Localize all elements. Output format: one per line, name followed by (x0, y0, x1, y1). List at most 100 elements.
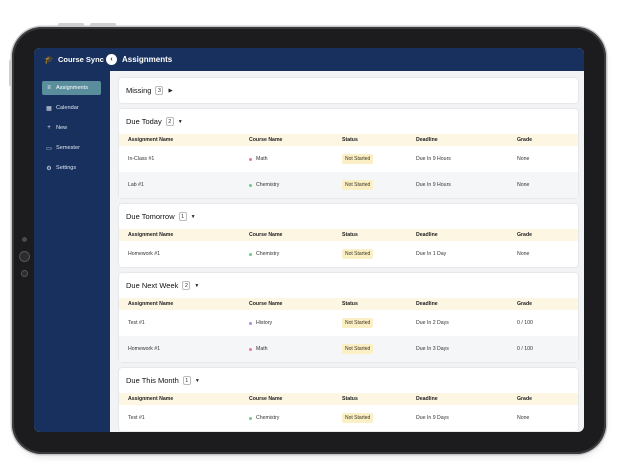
assignment-name[interactable]: Test #1 (128, 320, 145, 326)
caret-down-icon[interactable]: ▼ (190, 213, 196, 220)
status-badge[interactable]: Not Started (342, 249, 374, 259)
table-header: Assignment Name Course Name Status Deadline… (119, 298, 578, 310)
sidebar-item-semester[interactable]: ▭ Semester (42, 141, 101, 155)
sidebar-nav: ≡ Assignments ▦ Calendar + New ▭ Semester ⚙ Setti… (34, 71, 110, 175)
status-cell: Not Started (342, 154, 416, 164)
course-name: Chemistry (256, 251, 280, 257)
section-due-this-month: Due This Month 1 ▼ Assignment Name Course Na… (119, 368, 578, 431)
column-header-grade[interactable]: Grade (517, 301, 532, 307)
table-header: Assignment Name Course Name Status Deadline… (119, 134, 578, 146)
table-row[interactable]: Test #1 Chemistry Not Started Due In 9 Days… (119, 405, 578, 431)
deadline: Due In 3 Days (416, 346, 449, 352)
assignment-name[interactable]: Homework #1 (128, 251, 161, 257)
course-color-dot (249, 157, 252, 161)
status-badge[interactable]: Not Started (342, 154, 374, 164)
course-name: Math (256, 346, 268, 352)
count-badge: 1 (182, 376, 191, 385)
sidebar-item-label: Semester (56, 145, 80, 151)
assignment-name[interactable]: In-Class #1 (128, 156, 155, 162)
grade: None (517, 182, 530, 188)
section-title: Missing (126, 86, 152, 95)
column-header-status[interactable]: Status (342, 137, 358, 143)
assignment-name[interactable]: Homework #1 (128, 346, 161, 352)
calendar-icon: ▦ (46, 105, 52, 112)
section-title: Due Today (126, 117, 162, 126)
course-name: History (256, 320, 273, 326)
graduation-cap-icon: 🎓 (44, 55, 54, 64)
column-header-deadline[interactable]: Deadline (416, 232, 438, 238)
status-badge[interactable]: Not Started (342, 344, 374, 354)
table-row[interactable]: In-Class #1 Math Not Started Due In 9 Hours… (119, 146, 578, 172)
list-icon: ≡ (47, 85, 51, 91)
status-cell: Not Started (342, 180, 416, 190)
caret-right-icon[interactable]: ▶ (168, 87, 173, 94)
column-header-deadline[interactable]: Deadline (416, 137, 438, 143)
table-row[interactable]: Test #1 History Not Started Due In 2 Days 0 … (119, 310, 578, 336)
status-badge[interactable]: Not Started (342, 413, 374, 423)
chevron-left-icon[interactable]: ‹ (106, 54, 117, 65)
caret-down-icon[interactable]: ▼ (194, 377, 200, 384)
sections: Due Today 2 ▼ Assignment Name Course Name Sta… (119, 109, 578, 431)
section-header[interactable]: Due Tomorrow 1 ▼ (119, 204, 578, 229)
course-color-dot (249, 183, 252, 187)
column-header-status[interactable]: Status (342, 396, 358, 402)
course-cell: Chemistry (249, 415, 342, 421)
missing-header[interactable]: Missing 3 ▶ (119, 78, 578, 103)
caret-down-icon[interactable]: ▼ (194, 282, 200, 289)
caret-down-icon[interactable]: ▼ (177, 118, 183, 125)
sidebar-item-settings[interactable]: ⚙ Settings (42, 161, 101, 175)
column-header-course[interactable]: Course Name (249, 232, 283, 238)
sidebar-item-assignments[interactable]: ≡ Assignments (42, 81, 101, 95)
grade: None (517, 415, 530, 421)
column-header-status[interactable]: Status (342, 232, 358, 238)
assignment-name[interactable]: Lab #1 (128, 182, 144, 188)
deadline: Due In 9 Hours (416, 182, 451, 188)
course-cell: History (249, 320, 342, 326)
sidebar-item-new[interactable]: + New (42, 121, 101, 135)
column-header-course[interactable]: Course Name (249, 301, 283, 307)
course-name: Math (256, 156, 268, 162)
grade: None (517, 156, 530, 162)
status-badge[interactable]: Not Started (342, 318, 374, 328)
status-cell: Not Started (342, 318, 416, 328)
count-badge: 1 (178, 212, 187, 221)
column-header-grade[interactable]: Grade (517, 137, 532, 143)
course-color-dot (249, 347, 252, 351)
course-cell: Chemistry (249, 182, 342, 188)
assignment-name[interactable]: Test #1 (128, 415, 145, 421)
table-row[interactable]: Homework #1 Chemistry Not Started Due In 1 … (119, 241, 578, 267)
section-header[interactable]: Due Next Week 2 ▼ (119, 273, 578, 298)
column-header-deadline[interactable]: Deadline (416, 301, 438, 307)
column-header-name[interactable]: Assignment Name (128, 301, 174, 307)
course-cell: Chemistry (249, 251, 342, 257)
column-header-deadline[interactable]: Deadline (416, 396, 438, 402)
section-header[interactable]: Due This Month 1 ▼ (119, 368, 578, 393)
main-content: Missing 3 ▶ Due Today 2 ▼ Assignment Name Co… (110, 71, 584, 432)
table-row[interactable]: Homework #1 Math Not Started Due In 3 Days 0… (119, 336, 578, 362)
table-header: Assignment Name Course Name Status Deadline… (119, 229, 578, 241)
column-header-name[interactable]: Assignment Name (128, 137, 174, 143)
column-header-name[interactable]: Assignment Name (128, 396, 174, 402)
course-cell: Math (249, 156, 342, 162)
column-header-grade[interactable]: Grade (517, 232, 532, 238)
course-color-dot (249, 416, 252, 420)
sidebar: ≡ Assignments ▦ Calendar + New ▭ Semester ⚙ Setti… (34, 71, 110, 432)
column-header-grade[interactable]: Grade (517, 396, 532, 402)
camera-icon (22, 237, 27, 242)
deadline: Due In 1 Day (416, 251, 447, 257)
column-header-course[interactable]: Course Name (249, 137, 283, 143)
course-cell: Math (249, 346, 342, 352)
deadline: Due In 9 Days (416, 415, 449, 421)
course-color-dot (249, 321, 252, 325)
section-header[interactable]: Due Today 2 ▼ (119, 109, 578, 134)
sidebar-item-calendar[interactable]: ▦ Calendar (42, 101, 101, 115)
course-color-dot (249, 252, 252, 256)
column-header-course[interactable]: Course Name (249, 396, 283, 402)
sidebar-item-label: Assignments (56, 85, 89, 91)
table-row[interactable]: Lab #1 Chemistry Not Started Due In 9 Hours… (119, 172, 578, 198)
brand[interactable]: 🎓 Course Sync (34, 55, 108, 64)
column-header-name[interactable]: Assignment Name (128, 232, 174, 238)
status-cell: Not Started (342, 249, 416, 259)
column-header-status[interactable]: Status (342, 301, 358, 307)
status-badge[interactable]: Not Started (342, 180, 374, 190)
